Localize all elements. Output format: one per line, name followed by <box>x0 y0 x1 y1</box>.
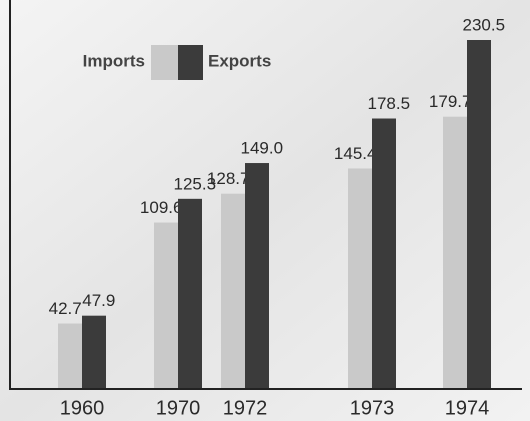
data-label: 230.5 <box>463 15 506 34</box>
data-label: 149.0 <box>241 139 284 158</box>
legend-swatch <box>151 45 178 80</box>
data-label: 125.3 <box>174 174 217 193</box>
bar <box>348 168 372 388</box>
x-tick-label: 1973 <box>350 397 395 419</box>
x-tick-label: 1972 <box>223 397 268 419</box>
data-label: 145.4 <box>334 144 377 163</box>
bar <box>221 193 245 388</box>
bar <box>245 163 269 388</box>
legend-label: Imports <box>83 51 145 70</box>
bar <box>58 323 82 388</box>
bar <box>82 315 106 388</box>
data-label: 109.6 <box>140 198 183 217</box>
x-tick-label: 1974 <box>445 397 490 419</box>
bar <box>443 116 467 389</box>
data-label: 179.7 <box>429 92 472 111</box>
data-label: 178.5 <box>368 94 411 113</box>
bar <box>372 118 396 388</box>
data-label: 128.7 <box>207 169 250 188</box>
legend-label: Exports <box>208 51 271 70</box>
data-label: 47.9 <box>82 291 115 310</box>
x-tick-label: 1960 <box>60 397 105 419</box>
data-label: 42.7 <box>49 299 82 318</box>
bar <box>154 222 178 388</box>
bar <box>467 40 491 388</box>
bar <box>178 198 202 388</box>
x-tick-label: 1970 <box>156 397 201 419</box>
legend-swatch <box>178 45 203 80</box>
